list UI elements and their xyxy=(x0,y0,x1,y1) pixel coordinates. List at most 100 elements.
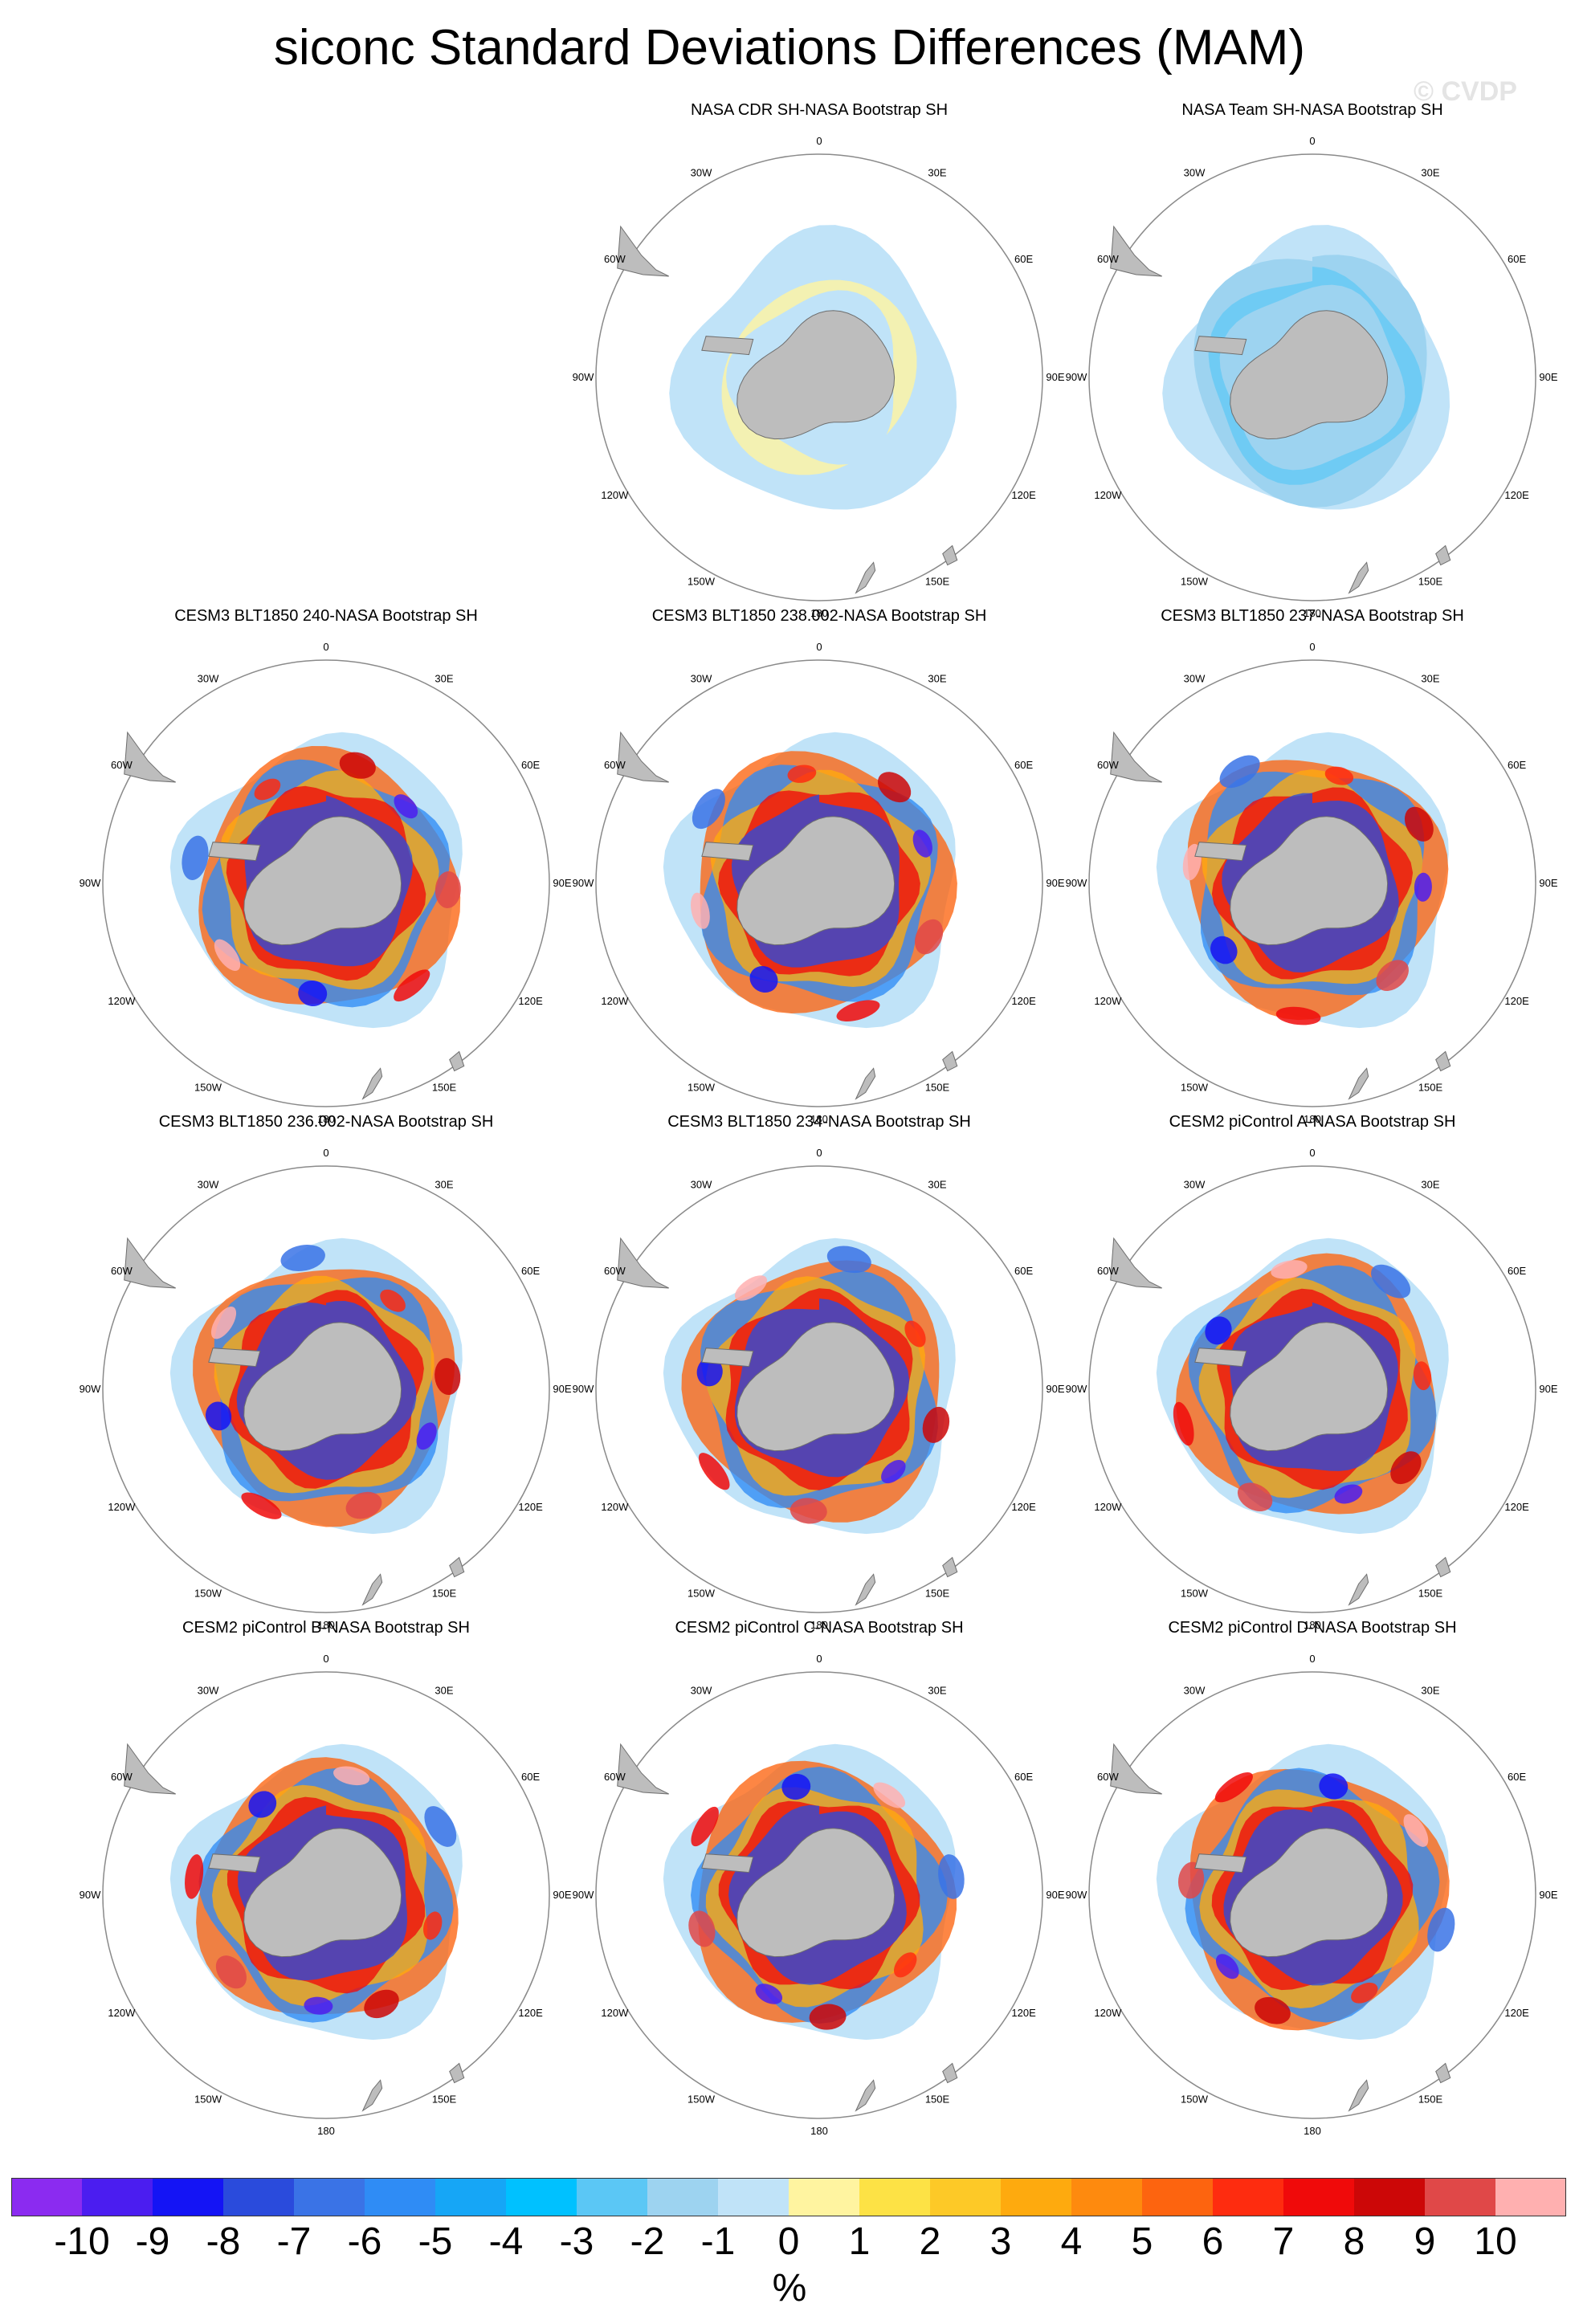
antarctica-landmass xyxy=(1230,310,1389,440)
longitude-label: 0 xyxy=(816,135,822,147)
longitude-label: 150W xyxy=(687,2094,716,2106)
anomaly-patch xyxy=(333,1766,370,1786)
anomaly-patch xyxy=(912,830,932,858)
map-panel: CESM3 BLT1850 238.002-NASA Bootstrap SH 0… xyxy=(573,607,1065,1125)
longitude-label: 90W xyxy=(1066,877,1087,889)
longitude-label: 150W xyxy=(194,1588,222,1600)
tasmania-landmass xyxy=(449,1050,465,1072)
anomaly-patch xyxy=(298,980,328,1007)
panel-title: CESM3 BLT1850 237-NASA Bootstrap SH xyxy=(1161,607,1464,625)
anomaly-patch xyxy=(1334,1484,1363,1504)
longitude-label: 60W xyxy=(1097,1265,1119,1277)
map-panel: CESM3 BLT1850 240-NASA Bootstrap SH 0 30E 6… xyxy=(80,607,572,1125)
longitude-label: 150W xyxy=(1181,576,1209,588)
anomaly-patch xyxy=(1319,1773,1348,1800)
longitude-label: 60E xyxy=(1014,1771,1033,1783)
longitude-label: 90W xyxy=(1066,371,1087,383)
anomaly-patch xyxy=(424,1806,457,1847)
polar-map: 0 30E 60E 90E 120E 150E 180 150W 120W 90W 60W 30W xyxy=(573,641,1065,1125)
colorbar-tick-label: 4 xyxy=(1060,2220,1083,2263)
anomaly-patch xyxy=(435,871,461,908)
longitude-label: 60W xyxy=(111,1771,133,1783)
longitude-label: 150E xyxy=(1418,1588,1443,1600)
longitude-label: 30W xyxy=(1184,672,1206,684)
anomaly-patch xyxy=(280,1245,325,1271)
longitude-label: 150E xyxy=(925,576,950,588)
longitude-label: 90E xyxy=(1539,877,1557,889)
anomaly-patch xyxy=(1219,755,1260,789)
colorbar-tick-label: -4 xyxy=(488,2220,524,2263)
colorbar-tick-label: 10 xyxy=(1474,2220,1517,2263)
longitude-label: 0 xyxy=(816,1653,822,1665)
longitude-label: 150E xyxy=(925,2094,950,2106)
longitude-label: 150E xyxy=(1418,1082,1443,1094)
tasmania-landmass xyxy=(1435,1556,1451,1578)
longitude-label: 30E xyxy=(928,166,946,178)
new-zealand-landmass xyxy=(855,1573,876,1606)
longitude-label: 120W xyxy=(108,995,136,1007)
south-america-landmass xyxy=(617,1237,669,1289)
longitude-label: 180 xyxy=(810,1619,828,1631)
colorbar-tick-label: 5 xyxy=(1131,2220,1153,2263)
antarctica-landmass xyxy=(243,816,402,946)
colorbar-swatch xyxy=(789,2178,860,2216)
colorbar xyxy=(11,2178,1566,2216)
longitude-label: 90W xyxy=(573,371,594,383)
anomaly-patch xyxy=(698,1453,730,1490)
longitude-label: 0 xyxy=(1309,1147,1315,1159)
longitude-label: 90E xyxy=(1539,1889,1557,1901)
antarctic-peninsula xyxy=(1194,1348,1247,1368)
longitude-label: 120E xyxy=(1011,489,1036,501)
anomaly-patch xyxy=(1413,1361,1432,1391)
panel-title: NASA CDR SH-NASA Bootstrap SH xyxy=(690,101,949,119)
tasmania-landmass xyxy=(942,544,958,566)
longitude-label: 120W xyxy=(601,489,629,501)
antarctica-landmass xyxy=(1230,1322,1389,1452)
longitude-label: 0 xyxy=(1309,135,1315,147)
longitude-label: 60E xyxy=(1014,253,1033,265)
longitude-label: 30W xyxy=(1184,166,1206,178)
page-title: siconc Standard Deviations Differences (… xyxy=(273,20,1306,75)
anomaly-patch xyxy=(894,1952,917,1978)
panel-title: NASA Team SH-NASA Bootstrap SH xyxy=(1181,101,1443,119)
colorbar-swatch xyxy=(577,2178,648,2216)
longitude-label: 150E xyxy=(1418,576,1443,588)
longitude-label: 120W xyxy=(1094,2007,1122,2019)
longitude-label: 180 xyxy=(317,2125,335,2137)
panel-title: CESM3 BLT1850 234-NASA Bootstrap SH xyxy=(667,1113,971,1131)
longitude-label: 30E xyxy=(1421,166,1439,178)
colorbar-swatch xyxy=(506,2178,577,2216)
longitude-label: 150W xyxy=(194,2094,222,2106)
panel-title: CESM3 BLT1850 236.002-NASA Bootstrap SH xyxy=(158,1113,494,1131)
longitude-label: 30E xyxy=(1421,672,1439,684)
longitude-label: 60E xyxy=(1508,253,1526,265)
anomaly-patch xyxy=(182,835,209,880)
longitude-label: 30W xyxy=(691,1178,712,1190)
anomaly-patch xyxy=(1351,1982,1378,2004)
new-zealand-landmass xyxy=(1348,1573,1369,1606)
longitude-label: 30W xyxy=(198,1684,219,1696)
longitude-label: 120W xyxy=(1094,1501,1122,1513)
longitude-label: 90W xyxy=(80,877,101,889)
longitude-label: 60E xyxy=(1508,1771,1526,1783)
longitude-label: 30W xyxy=(198,672,219,684)
polar-map: 0 30E 60E 90E 120E 150E 180 150W 120W 90W 60W 30W xyxy=(80,641,572,1125)
panel-title: CESM2 piControl A-NASA Bootstrap SH xyxy=(1169,1113,1456,1131)
longitude-label: 180 xyxy=(1304,1619,1321,1631)
longitude-label: 90W xyxy=(573,877,594,889)
longitude-label: 150E xyxy=(432,2094,457,2106)
tasmania-landmass xyxy=(942,2062,958,2084)
longitude-label: 150E xyxy=(432,1082,457,1094)
anomaly-patch xyxy=(915,919,944,955)
anomaly-patch xyxy=(1427,1907,1455,1952)
anomaly-patch xyxy=(1214,1772,1253,1803)
new-zealand-landmass xyxy=(361,2079,383,2112)
panel-title: CESM3 BLT1850 238.002-NASA Bootstrap SH xyxy=(651,607,987,625)
longitude-label: 30E xyxy=(1421,1684,1439,1696)
longitude-label: 0 xyxy=(323,641,328,653)
antarctica-landmass xyxy=(736,310,896,440)
longitude-label: 60W xyxy=(1097,759,1119,771)
longitude-label: 60W xyxy=(111,1265,133,1277)
anomaly-patch xyxy=(364,1989,399,2019)
anomaly-patch xyxy=(826,1246,871,1274)
